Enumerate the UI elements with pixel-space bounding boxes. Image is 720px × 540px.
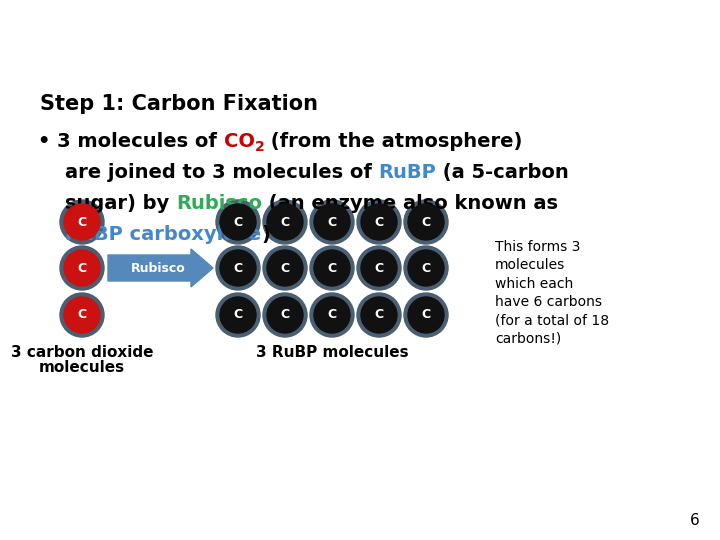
Text: (an enzyme also known as: (an enzyme also known as	[262, 194, 558, 213]
Circle shape	[404, 200, 448, 244]
Text: C: C	[280, 261, 289, 274]
Circle shape	[220, 297, 256, 333]
Text: C: C	[328, 261, 336, 274]
Circle shape	[310, 293, 354, 337]
Circle shape	[64, 204, 100, 240]
Circle shape	[310, 246, 354, 290]
Text: • 3 molecules of: • 3 molecules of	[38, 132, 224, 151]
Circle shape	[60, 293, 104, 337]
Text: 3 carbon dioxide: 3 carbon dioxide	[11, 345, 153, 360]
Text: C: C	[78, 215, 86, 228]
Circle shape	[220, 250, 256, 286]
Text: C: C	[328, 215, 336, 228]
Text: C: C	[421, 215, 431, 228]
Text: ): )	[261, 225, 270, 244]
Circle shape	[310, 200, 354, 244]
Text: sugar) by: sugar) by	[65, 194, 176, 213]
Text: RuBP: RuBP	[379, 163, 436, 182]
Circle shape	[267, 297, 303, 333]
Text: C: C	[233, 308, 243, 321]
Circle shape	[357, 200, 401, 244]
Text: C: C	[374, 261, 384, 274]
Circle shape	[220, 204, 256, 240]
Text: C: C	[328, 308, 336, 321]
Text: 2: 2	[255, 140, 264, 154]
Circle shape	[314, 250, 350, 286]
Text: C: C	[280, 215, 289, 228]
Circle shape	[361, 250, 397, 286]
Text: C: C	[78, 261, 86, 274]
Circle shape	[60, 200, 104, 244]
Circle shape	[64, 250, 100, 286]
Circle shape	[357, 293, 401, 337]
Circle shape	[408, 250, 444, 286]
Text: (from the atmosphere): (from the atmosphere)	[264, 132, 523, 151]
Text: This forms 3
molecules
which each
have 6 carbons
(for a total of 18
carbons!): This forms 3 molecules which each have 6…	[495, 240, 609, 346]
Text: C: C	[78, 308, 86, 321]
Text: Rubisco: Rubisco	[130, 261, 185, 274]
Text: C: C	[374, 215, 384, 228]
Text: C: C	[233, 261, 243, 274]
Text: are joined to 3 molecules of: are joined to 3 molecules of	[65, 163, 379, 182]
Circle shape	[408, 204, 444, 240]
Text: Rubisco: Rubisco	[176, 194, 262, 213]
Text: RuBP carboxylase: RuBP carboxylase	[65, 225, 261, 244]
Text: Step 1: Carbon Fixation: Step 1: Carbon Fixation	[40, 94, 318, 114]
Circle shape	[263, 246, 307, 290]
Text: 3 RuBP molecules: 3 RuBP molecules	[256, 345, 408, 360]
Text: C: C	[374, 308, 384, 321]
Circle shape	[408, 297, 444, 333]
Circle shape	[216, 293, 260, 337]
Circle shape	[267, 204, 303, 240]
Circle shape	[267, 250, 303, 286]
Text: C: C	[421, 261, 431, 274]
Circle shape	[404, 293, 448, 337]
Text: C: C	[280, 308, 289, 321]
Text: molecules: molecules	[39, 360, 125, 375]
Circle shape	[216, 200, 260, 244]
Text: C: C	[233, 215, 243, 228]
Circle shape	[357, 246, 401, 290]
FancyArrow shape	[108, 249, 213, 287]
Circle shape	[314, 204, 350, 240]
Text: 6: 6	[690, 513, 700, 528]
Circle shape	[263, 200, 307, 244]
Circle shape	[263, 293, 307, 337]
Circle shape	[216, 246, 260, 290]
Text: CO: CO	[224, 132, 255, 151]
Circle shape	[361, 297, 397, 333]
Circle shape	[60, 246, 104, 290]
Circle shape	[404, 246, 448, 290]
Text: (a 5-carbon: (a 5-carbon	[436, 163, 569, 182]
Text: C: C	[421, 308, 431, 321]
Circle shape	[314, 297, 350, 333]
Circle shape	[361, 204, 397, 240]
Circle shape	[64, 297, 100, 333]
